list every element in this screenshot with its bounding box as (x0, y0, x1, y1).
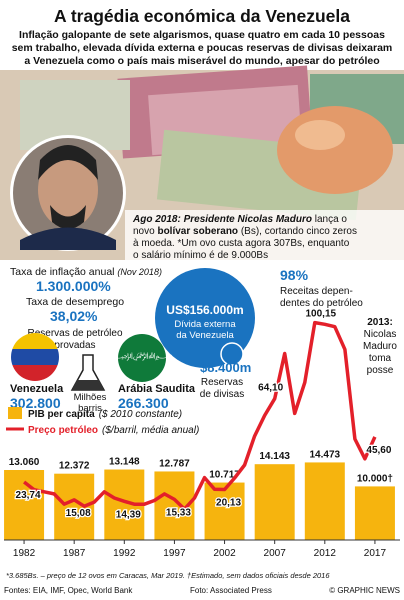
bar (354, 486, 395, 540)
legend-unit: ($ 2010 constante) (99, 409, 182, 420)
stat-value: 302.800 (10, 395, 61, 411)
bar (4, 469, 45, 540)
bar-label: 13.060 (9, 457, 40, 468)
annotation: toma (369, 353, 392, 364)
country: Arábia Saudita (118, 383, 196, 395)
stat-label: de divisas (200, 389, 244, 400)
x-tick-label: 1997 (163, 548, 186, 559)
x-tick-label: 2012 (314, 548, 337, 559)
annotation: Maduro (363, 341, 397, 352)
caption: novo bolívar soberano (Bs), cortando cin… (133, 226, 357, 237)
stat-label: dentes do petróleo (280, 298, 363, 309)
stat-value: US$156.000m (166, 303, 243, 317)
bar-label: 12.372 (59, 461, 90, 472)
stat-label: Reservas de petróleo (27, 328, 122, 339)
beaker-oil (72, 380, 104, 390)
saudi-flag (118, 334, 166, 382)
stat-value: 38,02% (50, 308, 98, 324)
stat-label: Dívida externa (174, 319, 236, 330)
subtitle: sem trabalho, elevada dívida externa e p… (12, 42, 393, 54)
legend-swatch (8, 407, 22, 419)
stat-value: 1.300.000% (36, 278, 111, 294)
oil-line (23, 320, 377, 511)
stat-label: provadas (54, 340, 95, 351)
bar (254, 464, 295, 540)
bar (54, 473, 95, 540)
x-tick-label: 1992 (113, 548, 136, 559)
annotation: Nicolas (364, 329, 397, 340)
stat-label: da Venezuela (176, 330, 234, 341)
x-tick-label: 1987 (63, 548, 86, 559)
line-label: 100,15 (306, 308, 337, 319)
legend-entry: PIB per capita ($ 2010 constante) (28, 409, 182, 420)
caption: Ago 2018: Presidente Nicolas Maduro lanç… (132, 214, 347, 225)
legend-entry: Preço petróleo ($/barril, média anual) (28, 425, 199, 436)
unit: barris (78, 403, 102, 414)
bar-label: 14.143 (259, 451, 290, 462)
credit: © GRAPHIC NEWS (329, 586, 400, 595)
fx-circle (220, 342, 244, 366)
annotation: 2013: (367, 317, 393, 328)
legend-name: Preço petróleo (28, 425, 98, 436)
picture-credit: Foto: Associated Press (190, 586, 272, 595)
subtitle: Inflação galopante de sete algarismos, q… (19, 29, 385, 41)
line-label: 15,08 (66, 508, 91, 519)
bar-label: 14.473 (310, 449, 341, 460)
x-tick-label: 2017 (364, 548, 387, 559)
flag-script: ﷽ (111, 351, 173, 362)
legend-unit: ($/barril, média anual) (102, 425, 199, 436)
line-label: 64,10 (258, 383, 283, 394)
stat-label: Reservas (201, 377, 243, 388)
stat-label: Taxa de desemprego (26, 296, 124, 308)
line-label: 45,60 (366, 445, 391, 456)
line-label: 23,74 (16, 490, 41, 501)
bar-label: 10.717 (209, 470, 240, 481)
x-tick-label: 2002 (213, 548, 236, 559)
legend-name: PIB per capita (28, 409, 95, 420)
footnote: *3.685Bs. – preço de 12 ovos em Caracas,… (6, 571, 330, 580)
photo (0, 65, 404, 264)
bar (204, 482, 245, 540)
stat-value: 98% (280, 267, 309, 283)
x-tick-label: 1982 (13, 548, 36, 559)
bar-label: 10.000† (357, 473, 393, 484)
caption: à moeda. *Um ovo custa agora 307Bs, enqu… (133, 238, 350, 249)
unit: Milhões (74, 392, 107, 403)
stat-value: $8.400m (200, 360, 251, 375)
line-label: 20,13 (216, 497, 241, 508)
stat-value: 266.300 (118, 395, 169, 411)
bar-label: 12.787 (159, 458, 190, 469)
subtitle: a Venezuela como o país mais miserável d… (24, 55, 379, 67)
title: A tragédia económica da Venezuela (54, 6, 350, 26)
caption: o salário mínimo é de 9.000Bs (133, 250, 268, 261)
bar (304, 462, 345, 540)
annotation: posse (367, 365, 394, 376)
line-label: 14,39 (116, 509, 141, 520)
sources: Fontes: EIA, IMF, Opec, World Bank (4, 586, 133, 595)
line-label: 15,33 (166, 507, 191, 518)
x-tick-label: 2007 (264, 548, 287, 559)
country: Venezuela (10, 383, 64, 395)
venezuela-flag (11, 333, 59, 381)
stat-label: Receitas depen- (280, 286, 353, 297)
bar-label: 13.148 (109, 457, 140, 468)
stat-label: Taxa de inflação anual (Nov 2018) (10, 266, 162, 278)
